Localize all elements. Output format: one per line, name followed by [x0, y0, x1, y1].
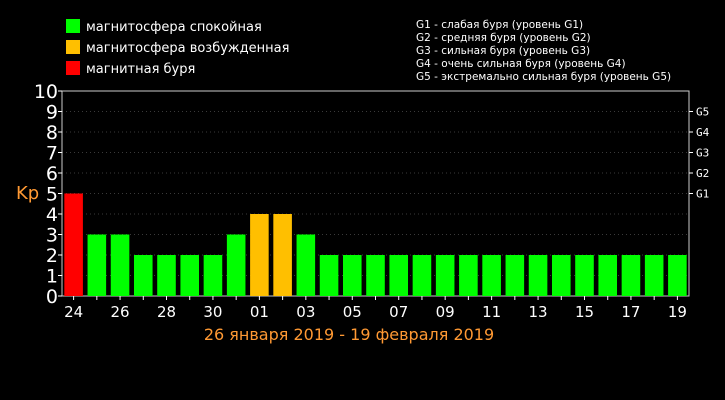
- x-tick-label: 03: [296, 303, 315, 321]
- x-tick-label: 13: [529, 303, 548, 321]
- x-tick-label: 09: [436, 303, 455, 321]
- legend-swatch-quiet: [66, 19, 80, 33]
- bar: [459, 255, 478, 296]
- bar: [64, 193, 83, 296]
- g-level-label: G1: [696, 188, 709, 201]
- x-tick-label: 19: [668, 303, 687, 321]
- bar: [389, 255, 409, 296]
- bar: [203, 255, 223, 296]
- legend-label-active: магнитосфера возбужденная: [86, 41, 289, 56]
- legend-label-quiet: магнитосфера спокойная: [86, 20, 262, 35]
- bar: [435, 255, 455, 296]
- bar: [644, 255, 664, 296]
- bar: [273, 214, 292, 296]
- y-tick-label: 3: [46, 225, 58, 247]
- y-tick-label: 1: [46, 266, 58, 288]
- g-level-label: G5: [696, 106, 709, 119]
- x-tick-label: 17: [621, 303, 640, 321]
- x-axis-title: 26 января 2019 - 19 февраля 2019: [204, 325, 494, 344]
- storm-level-g5: G5 - экстремально сильная буря (уровень …: [416, 71, 671, 83]
- y-tick-label: 10: [34, 81, 58, 103]
- bar: [180, 255, 200, 296]
- bar: [226, 234, 246, 296]
- storm-level-g2: G2 - средняя буря (уровень G2): [416, 32, 591, 44]
- bar: [528, 255, 548, 296]
- y-tick-label: 6: [46, 163, 58, 185]
- storm-levels-legend: G1 - слабая буря (уровень G1) G2 - средн…: [416, 19, 671, 83]
- bar: [366, 255, 385, 296]
- bar: [87, 234, 107, 296]
- bar: [668, 255, 687, 296]
- bar: [296, 234, 316, 296]
- y-tick-label: 0: [46, 286, 58, 308]
- g-level-label: G2: [696, 167, 709, 180]
- g-level-label: G4: [696, 126, 710, 139]
- bar: [319, 255, 339, 296]
- bar: [598, 255, 618, 296]
- legend: магнитосфера спокойная магнитосфера возб…: [66, 19, 289, 77]
- y-axis-label: Kp: [16, 183, 39, 204]
- y-tick-label: 8: [46, 122, 58, 144]
- legend-label-storm: магнитная буря: [86, 62, 195, 77]
- bar: [133, 255, 153, 296]
- bar: [575, 255, 594, 296]
- x-tick-label: 07: [389, 303, 408, 321]
- x-tick-label: 15: [575, 303, 594, 321]
- storm-level-g1: G1 - слабая буря (уровень G1): [416, 19, 583, 31]
- bar: [110, 234, 130, 296]
- bar: [551, 255, 571, 296]
- y-tick-label: 5: [46, 184, 58, 206]
- bar: [342, 255, 362, 296]
- y-tick-label: 9: [46, 102, 58, 124]
- bar: [157, 255, 176, 296]
- legend-swatch-storm: [66, 61, 80, 75]
- y-tick-label: 7: [46, 143, 58, 165]
- bar: [621, 255, 641, 296]
- x-tick-label: 28: [157, 303, 176, 321]
- x-tick-label: 11: [482, 303, 501, 321]
- x-tick-label: 24: [64, 303, 83, 321]
- storm-level-g3: G3 - сильная буря (уровень G3): [416, 45, 590, 57]
- x-tick-label: 26: [111, 303, 130, 321]
- x-tick-label: 01: [250, 303, 269, 321]
- x-tick-label: 30: [203, 303, 222, 321]
- bar: [250, 214, 269, 296]
- bar: [482, 255, 501, 296]
- storm-level-g4: G4 - очень сильная буря (уровень G4): [416, 58, 626, 70]
- x-tick-label: 05: [343, 303, 362, 321]
- legend-swatch-active: [66, 40, 80, 54]
- g-level-label: G3: [696, 147, 709, 160]
- bar: [505, 255, 525, 296]
- y-tick-label: 4: [46, 204, 58, 226]
- y-tick-label: 2: [46, 245, 58, 267]
- bar: [412, 255, 432, 296]
